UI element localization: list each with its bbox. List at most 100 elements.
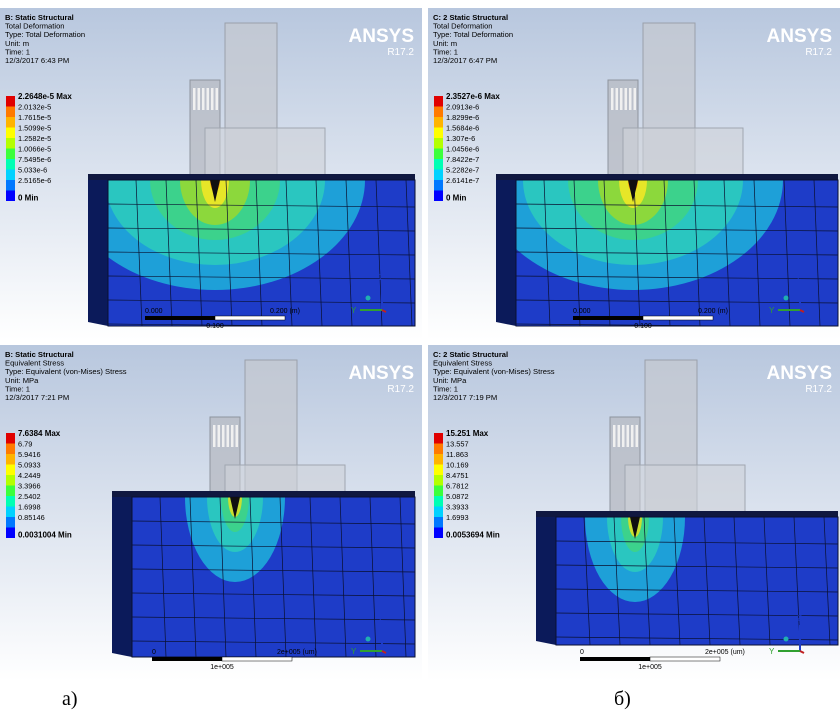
tooth — [215, 88, 218, 110]
scale-bar — [221, 656, 293, 662]
mesh-line — [189, 497, 197, 657]
legend-label: 8.4751 — [446, 471, 469, 480]
tooth — [222, 425, 225, 447]
legend-label: 2.0132e-5 — [18, 103, 51, 112]
header-line: Time: 1 — [5, 47, 30, 56]
mesh-line — [763, 517, 771, 645]
mesh-line — [132, 520, 415, 525]
scale-label: 0.100 — [634, 323, 652, 330]
mesh-line — [516, 299, 838, 304]
triad-label: Y — [769, 306, 775, 315]
legend-label: 5.9416 — [18, 450, 41, 459]
header-line: Time: 1 — [433, 47, 458, 56]
legend-label: 13.557 — [446, 440, 469, 449]
legend-swatch — [6, 106, 15, 117]
block-top — [496, 174, 838, 180]
block-side — [496, 176, 516, 326]
header-line: Unit: MPa — [433, 376, 467, 385]
legend-swatch — [434, 506, 443, 517]
mesh-line — [159, 497, 167, 657]
result-view: B: Static Structural Total Deformation Typ… — [0, 8, 422, 340]
tooth — [629, 88, 632, 110]
legend-swatch — [434, 496, 443, 507]
mesh-line — [556, 588, 838, 593]
logo: ANSYS — [349, 363, 414, 384]
legend-label: 1.6993 — [446, 513, 469, 522]
legend-label: 2.3527e-6 Max — [446, 92, 500, 101]
mesh-line — [132, 592, 415, 597]
legend-label: 11.863 — [446, 450, 468, 459]
tooth — [611, 88, 614, 110]
scale-label: 2e+005 (um) — [277, 649, 317, 656]
legend-swatch — [6, 517, 15, 528]
logo: ANSYS — [767, 26, 832, 47]
legend-swatch — [6, 475, 15, 486]
block-top — [112, 491, 415, 497]
legend-label: 0.0031004 Min — [18, 531, 72, 540]
scale-label: 0.100 — [206, 323, 224, 330]
header-line: B: Static Structural — [5, 13, 74, 22]
scale-label: 1e+005 — [210, 664, 234, 671]
header-line: Type: Total Deformation — [433, 30, 513, 39]
legend-swatch — [6, 180, 15, 191]
axis-x — [381, 650, 387, 654]
mesh-line — [108, 251, 415, 256]
tooth — [613, 425, 616, 447]
header-line: B: Static Structural — [5, 350, 74, 359]
mesh-line — [315, 180, 323, 326]
header-line: 12/3/2017 7:19 PM — [433, 393, 497, 402]
scale-label: 0 — [580, 649, 584, 656]
tooth — [624, 88, 627, 110]
triad-label: Y — [351, 306, 357, 315]
result-view: C: 2 Static Structural Total Deformation T… — [428, 8, 840, 340]
legend-swatch — [434, 190, 443, 201]
tooth — [631, 425, 634, 447]
tooth — [193, 88, 196, 110]
legend-swatch — [6, 117, 15, 128]
mesh-line — [309, 497, 317, 657]
mesh-line — [108, 227, 415, 232]
mesh-line — [583, 517, 591, 645]
mesh-line — [516, 251, 838, 256]
legend-swatch — [434, 454, 443, 465]
legend-label: 1.6998 — [18, 503, 41, 512]
mesh-line — [793, 517, 801, 645]
mesh-line — [345, 180, 353, 326]
header-line: Total Deformation — [5, 22, 65, 31]
logo-release: R17.2 — [805, 384, 832, 395]
tooth — [633, 88, 636, 110]
block-face — [108, 180, 415, 326]
mesh-line — [339, 497, 347, 657]
legend-swatch — [6, 169, 15, 180]
caption: а) — [62, 688, 78, 710]
block-top — [536, 511, 838, 517]
tooth — [620, 88, 623, 110]
scale-bar — [152, 657, 222, 661]
mesh-line — [643, 517, 651, 645]
header-line: Type: Equivalent (von-Mises) Stress — [433, 367, 555, 376]
legend-label: 5.2282e-7 — [446, 166, 479, 175]
notch — [630, 517, 640, 539]
triad-label: Z — [379, 273, 384, 282]
legend-swatch — [434, 443, 443, 454]
triad-label: Z — [797, 273, 802, 282]
tooth — [622, 425, 625, 447]
mesh-line — [108, 275, 415, 280]
scale-label: 0.200 (m) — [270, 308, 300, 315]
axis-x — [799, 309, 805, 313]
tooth — [635, 425, 638, 447]
legend-swatch — [6, 138, 15, 149]
legend-label: 0 Min — [446, 194, 467, 203]
legend-swatch — [434, 127, 443, 138]
legend-label: 1.7615e-5 — [18, 113, 51, 122]
mesh-line — [733, 517, 741, 645]
header-line: Type: Total Deformation — [5, 30, 85, 39]
notch — [230, 497, 240, 519]
axis-x — [381, 309, 387, 313]
mesh-line — [108, 203, 415, 208]
legend-label: 1.5099e-5 — [18, 124, 51, 133]
caption: б) — [614, 688, 631, 710]
scale-label: 0.000 — [145, 308, 163, 315]
legend-label: 1.0456e-6 — [446, 145, 479, 154]
